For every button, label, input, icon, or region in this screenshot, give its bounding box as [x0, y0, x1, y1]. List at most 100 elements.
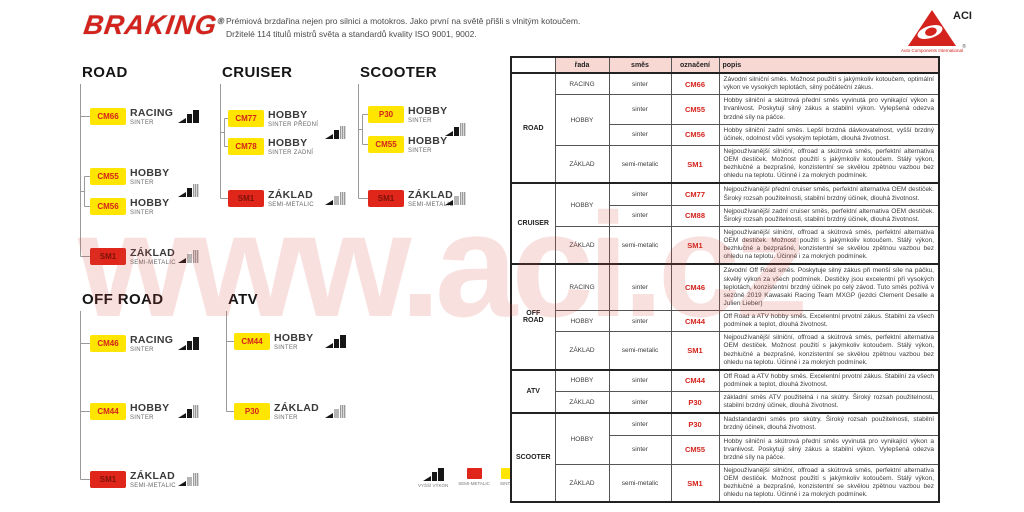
rada-cell: RACING [554, 72, 610, 96]
rada-cell: ZÁKLAD [554, 463, 610, 503]
popis-cell: Nejpoužívanější zadní cruiser směs, perf… [718, 204, 940, 227]
header-oznaceni: označení [670, 56, 720, 74]
product-code-box: SM1 [368, 190, 404, 207]
rada-cell: ZÁKLAD [554, 391, 610, 414]
product-label: ZÁKLAD SEMI-METALIC [268, 190, 314, 208]
rada-cell: HOBBY [554, 94, 610, 146]
popis-cell: základní směs ATV použitelná i na skútry… [718, 391, 940, 414]
table-row: OFF ROAD RACING sinter CM46 Závodní Off … [510, 263, 940, 371]
category-cell: OFF ROAD [510, 263, 556, 371]
product-code-box: SM1 [90, 471, 126, 488]
rada-cell: HOBBY [554, 309, 610, 333]
popis-cell: Nejpoužívanější silniční, offroad a skút… [718, 463, 940, 503]
product-compound: SEMI-METALIC [130, 482, 176, 489]
header-blank [510, 56, 556, 74]
product-label: HOBBY SINTER [408, 106, 447, 124]
legend-sinter-label: SINTER [499, 481, 517, 486]
product-name: HOBBY [130, 197, 170, 209]
popis-cell: Off Road a ATV hobby směs. Excelentní pr… [718, 309, 940, 333]
performance-level-icon [178, 110, 199, 123]
performance-level-icon [325, 126, 346, 139]
product-label: RACING SINTER [130, 108, 173, 126]
aci-name: ACI [953, 10, 972, 22]
rada-cell: ZÁKLAD [554, 225, 610, 265]
popis-cell: Nadstandardní směs pro skútry. Široký ro… [718, 412, 940, 436]
table-row: ROAD RACING sinter CM66 Závodní silniční… [510, 71, 940, 184]
product-name: HOBBY [408, 105, 448, 117]
performance-level-icon [178, 184, 199, 197]
smes-cell: semi-metalic [608, 225, 672, 265]
category-cell: ROAD [510, 71, 556, 184]
smes-cell: semi-metalic [608, 463, 672, 503]
smes-cell: sinter [608, 391, 672, 414]
product-compound: SINTER [130, 209, 154, 216]
rada-cell: HOBBY [554, 412, 610, 465]
product-code-box: CM56 [90, 198, 126, 215]
product-name: ZÁKLAD [130, 470, 175, 482]
table-row: ATV HOBBY sinter CM44 Off Road a ATV hob… [510, 368, 940, 414]
table-row: ZÁKLAD semi-metalic SM1 Nejpoužívanější … [511, 225, 940, 265]
rada-cell: ZÁKLAD [554, 144, 610, 184]
product-code-box: CM46 [90, 335, 126, 352]
smes-cell: sinter [608, 182, 672, 206]
aci-triangle-icon [908, 10, 956, 46]
code-cell: CM44 [670, 309, 720, 333]
smes-cell: sinter [608, 309, 672, 333]
code-cell: CM56 [670, 123, 720, 146]
smes-cell: sinter [608, 72, 672, 96]
performance-level-icon [445, 192, 466, 205]
legend-performance: VYŠŠÍ VÝKON [418, 468, 448, 488]
product-compound: SEMI-METALIC [268, 201, 314, 208]
product-name: HOBBY [408, 135, 448, 147]
product-label: ZÁKLAD SEMI-METALIC [130, 248, 176, 266]
product-code-box: CM55 [90, 168, 126, 185]
smes-cell: sinter [608, 412, 672, 436]
legend: VYŠŠÍ VÝKON SEMI-METALIC SINTER [418, 468, 516, 488]
performance-level-icon [325, 405, 346, 418]
popis-cell: Nejpoužívanější silniční, offroad a skút… [718, 144, 940, 184]
rada-cell: RACING [554, 263, 610, 312]
product-code-box: P30 [234, 403, 270, 420]
popis-cell: Nejpoužívanější silniční, offroad a skút… [718, 331, 940, 371]
section-title-road: ROAD [82, 64, 128, 81]
code-cell: CM88 [670, 204, 720, 227]
product-compound: SINTER [130, 414, 154, 421]
code-cell: SM1 [670, 463, 720, 503]
header-rada: řada [554, 56, 610, 74]
aci-logo: ACI ® Auto Components International [896, 10, 972, 53]
performance-level-icon [178, 250, 199, 263]
section-title-scooter: SCOOTER [360, 64, 437, 81]
section-title-offroad: OFF ROAD [82, 291, 164, 308]
smes-cell: sinter [608, 434, 672, 465]
popis-cell: Závodní Off Road směs. Poskytuje silný z… [718, 263, 940, 312]
product-compound: SINTER [274, 344, 298, 351]
product-compound: SEMI-METALIC [130, 259, 176, 266]
section-title-atv: ATV [228, 291, 259, 308]
performance-level-icon [178, 405, 199, 418]
table-row: sinter CM56 Hobby silniční zadní směs. L… [511, 123, 940, 146]
aci-subtitle: Auto Components International [900, 48, 964, 53]
product-compound: SINTER [408, 147, 432, 154]
legend-semi-metalic: SEMI-METALIC [458, 468, 490, 486]
sinter-swatch [500, 468, 516, 479]
rada-cell: ZÁKLAD [554, 331, 610, 371]
product-label: HOBBY SINTER [130, 168, 169, 186]
table-row: ZÁKLAD semi-metalic SM1 Nejpoužívanější … [511, 144, 940, 184]
popis-cell: Nejpoužívanější přední cruiser směs, per… [718, 182, 940, 206]
table-row: sinter CM88 Nejpoužívanější zadní cruise… [511, 204, 940, 227]
smes-cell: sinter [608, 94, 672, 125]
product-table: řada směs označení popis ROAD RACING sin… [510, 56, 940, 504]
smes-cell: sinter [608, 123, 672, 146]
table-row: CRUISER HOBBY sinter CM77 Nejpoužívanějš… [510, 182, 940, 265]
popis-cell: Hobby silniční zadní směs. Lepší brzdná … [718, 123, 940, 146]
rada-cell: HOBBY [554, 182, 610, 227]
product-label: HOBBY SINTER [274, 333, 313, 351]
table-row: HOBBY sinter CM55 Hobby silniční a skútr… [511, 94, 940, 146]
performance-level-icon [325, 335, 346, 348]
product-label: ZÁKLAD SINTER [274, 403, 319, 421]
product-code-box: CM44 [90, 403, 126, 420]
table-row: ZÁKLAD sinter P30 základní směs ATV použ… [511, 391, 940, 414]
product-compound: SINTER [130, 346, 154, 353]
code-cell: CM55 [670, 94, 720, 125]
